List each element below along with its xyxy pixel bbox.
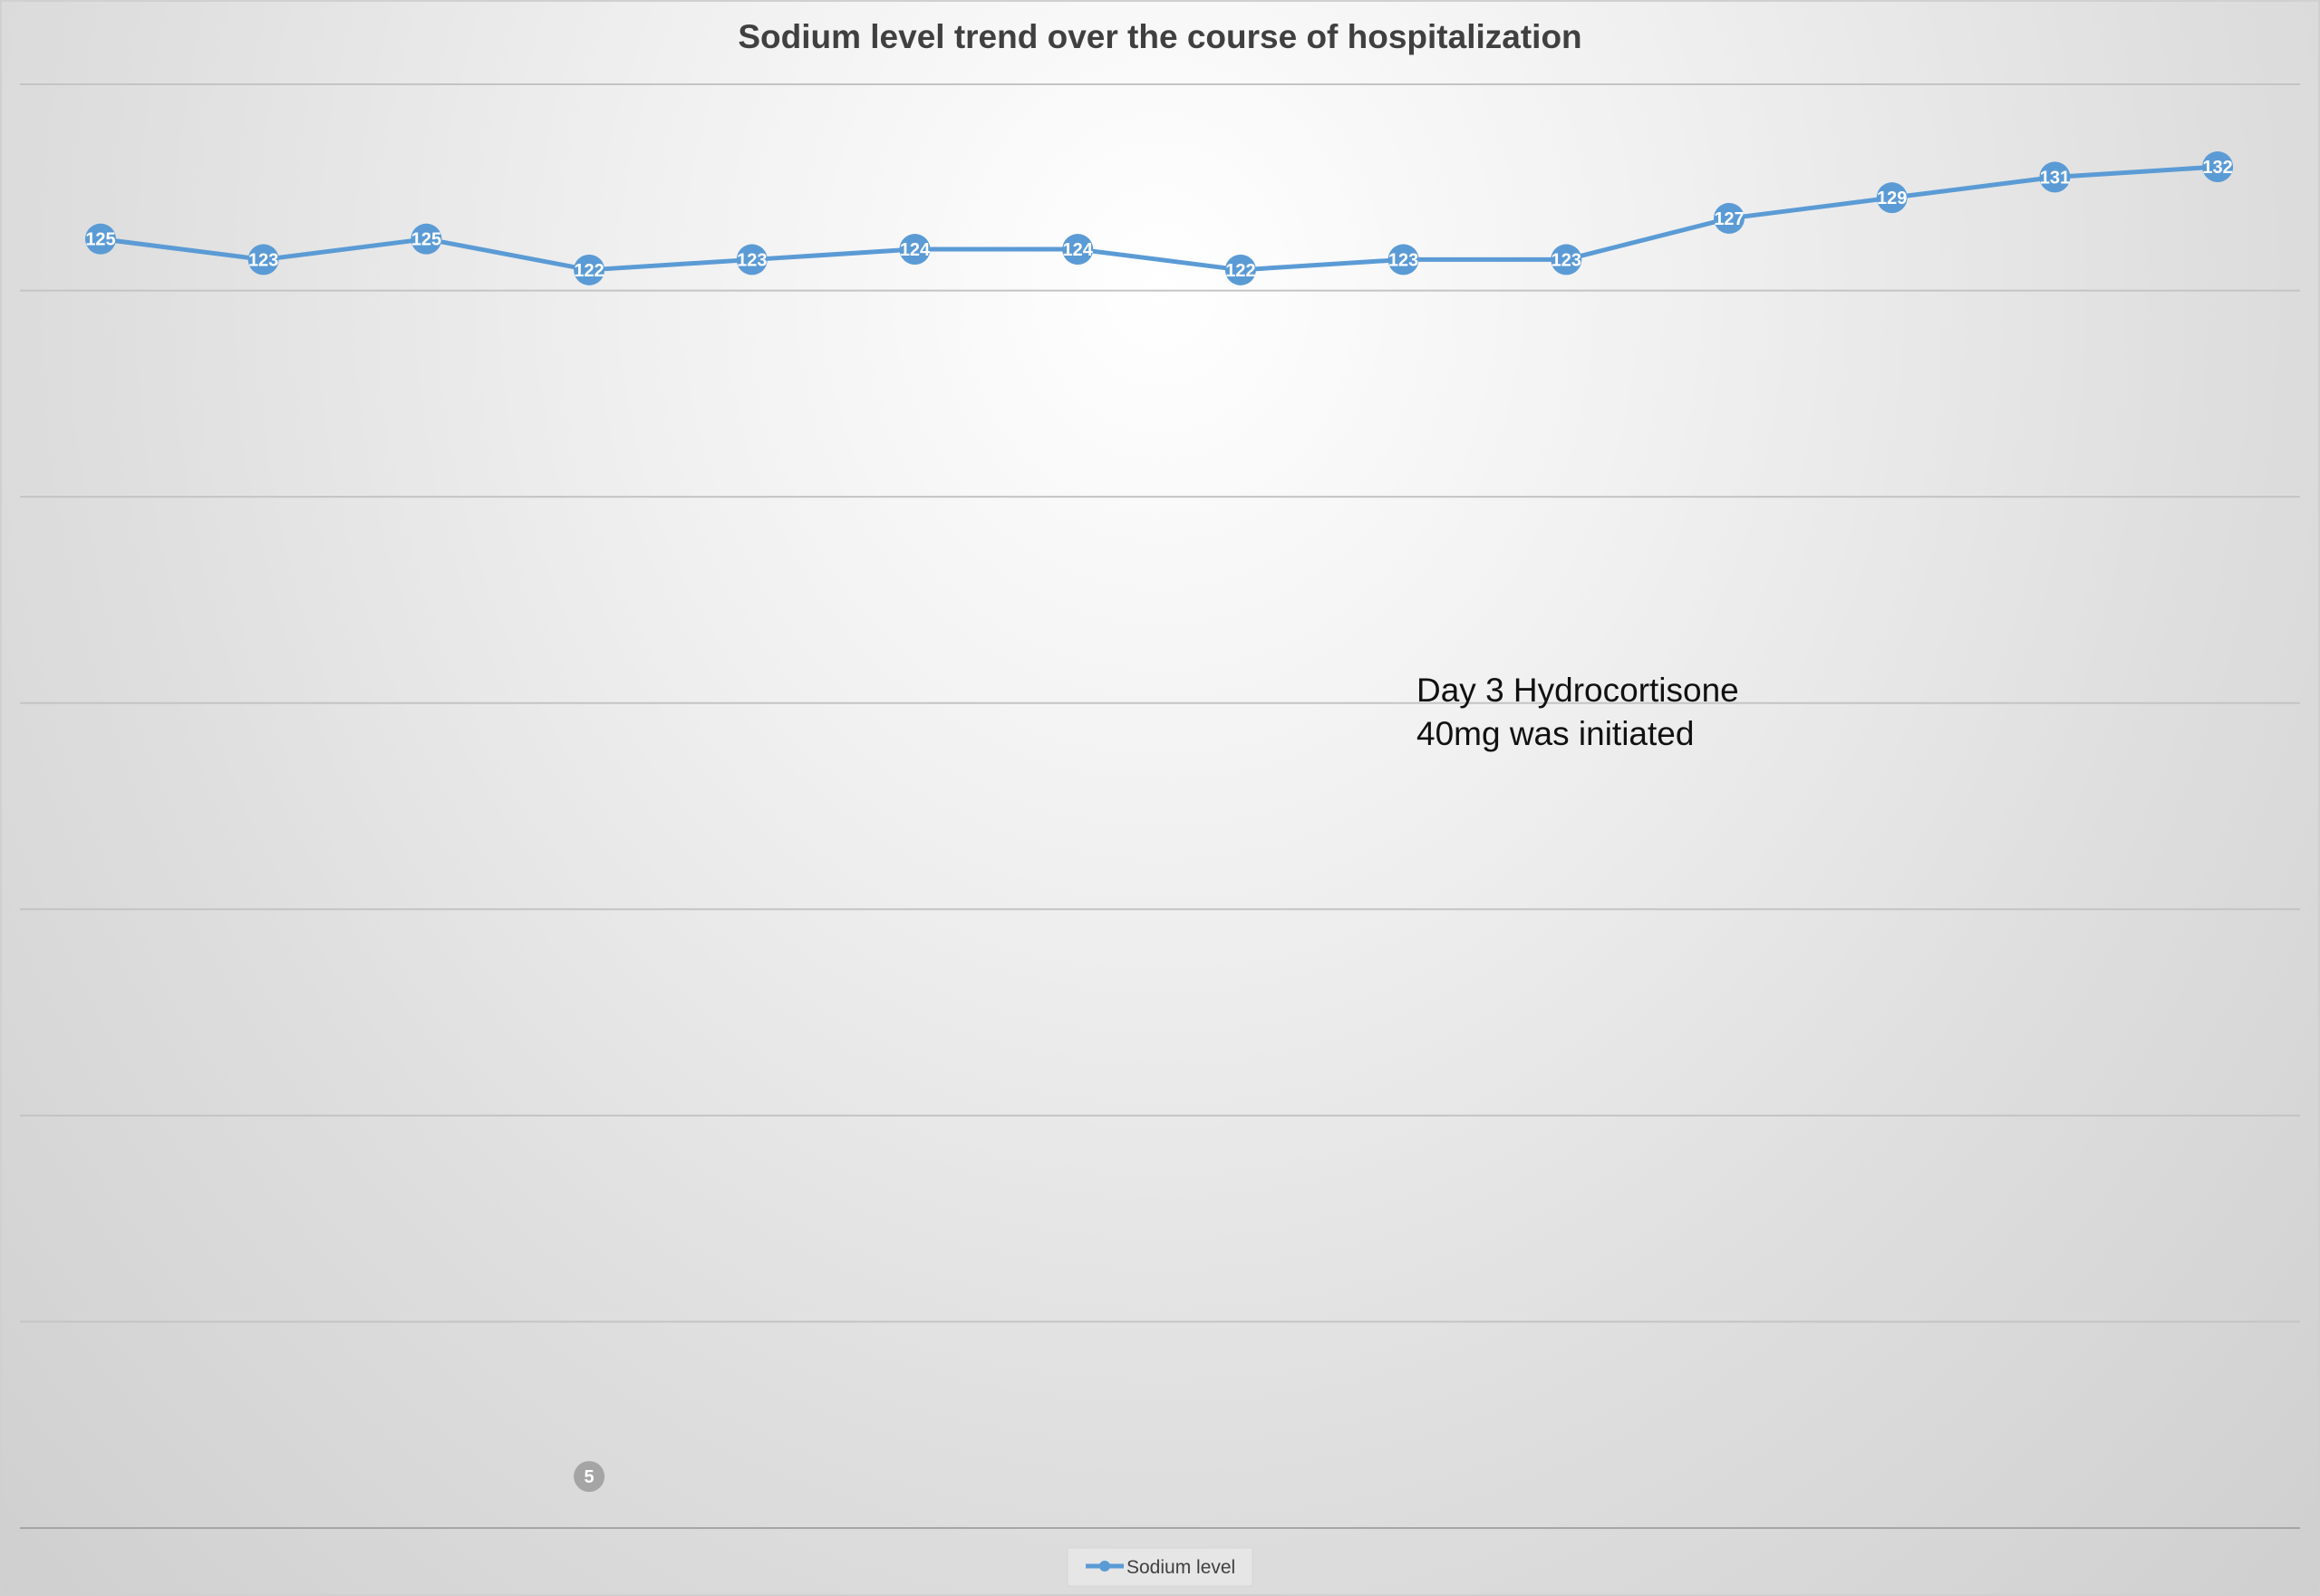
data-point-9-marker — [1387, 244, 1419, 276]
data-point-7-marker — [1062, 234, 1094, 266]
extra-data-point-marker — [574, 1461, 605, 1493]
data-point-5-marker — [736, 244, 768, 276]
data-point-12: 129 — [1876, 182, 1908, 214]
data-point-7-label: 124 — [1063, 240, 1094, 260]
data-point-10-label: 123 — [1552, 250, 1581, 270]
legend-series-label: Sodium level — [1126, 1557, 1235, 1578]
legend-series-marker — [1099, 1561, 1110, 1572]
data-point-4: 122 — [574, 254, 605, 285]
data-point-13-label: 131 — [2040, 168, 2070, 188]
data-point-14: 132 — [2202, 151, 2234, 183]
data-point-6-marker — [899, 234, 931, 266]
data-point-2-label: 123 — [248, 250, 278, 270]
data-point-13-marker — [2039, 161, 2071, 193]
data-point-10: 123 — [1551, 244, 1582, 276]
annotation-line-2: 40mg was initiated — [1416, 715, 1694, 752]
data-point-8-marker — [1224, 254, 1256, 285]
data-point-13: 131 — [2039, 161, 2071, 193]
data-point-11: 127 — [1714, 202, 1745, 234]
data-point-11-label: 127 — [1714, 209, 1744, 229]
series-line-sodium-level — [100, 164, 2218, 273]
data-point-3-label: 125 — [411, 230, 441, 250]
data-point-7: 124 — [1062, 234, 1094, 266]
data-point-5-label: 123 — [737, 250, 767, 270]
grid-lines — [20, 83, 2300, 1529]
data-point-6-label: 124 — [900, 240, 931, 260]
data-point-10-marker — [1551, 244, 1582, 276]
data-point-5: 123 — [736, 244, 768, 276]
extra-data-point: 5 — [574, 1461, 605, 1493]
data-point-2-marker — [247, 244, 279, 276]
data-point-9-label: 123 — [1388, 250, 1418, 270]
data-point-11-marker — [1714, 202, 1745, 234]
data-point-4-label: 122 — [574, 261, 604, 281]
annotation-line-1: Day 3 Hydrocortisone — [1416, 672, 1739, 709]
data-point-4-marker — [574, 254, 605, 285]
data-point-1-label: 125 — [85, 230, 115, 250]
data-point-3: 125 — [411, 223, 442, 255]
data-point-8: 122 — [1224, 254, 1256, 285]
data-points: 125 123 125 122 123 124 124 122 123 123 127 129 131 1… — [85, 151, 2234, 1493]
data-point-1: 125 — [85, 223, 116, 255]
data-point-8-label: 122 — [1225, 261, 1255, 281]
data-point-6: 124 — [899, 234, 931, 266]
data-point-9: 123 — [1387, 244, 1419, 276]
extra-data-point-label: 5 — [585, 1467, 594, 1487]
data-point-14-label: 132 — [2202, 158, 2232, 178]
data-point-14-marker — [2202, 151, 2234, 183]
data-point-1-marker — [85, 223, 116, 255]
chart-title: Sodium level trend over the course of ho… — [738, 18, 1581, 55]
data-point-2: 123 — [247, 244, 279, 276]
legend: Sodium level — [1067, 1547, 1253, 1587]
data-point-12-marker — [1876, 182, 1908, 214]
data-point-12-label: 129 — [1877, 189, 1907, 208]
data-point-3-marker — [411, 223, 442, 255]
